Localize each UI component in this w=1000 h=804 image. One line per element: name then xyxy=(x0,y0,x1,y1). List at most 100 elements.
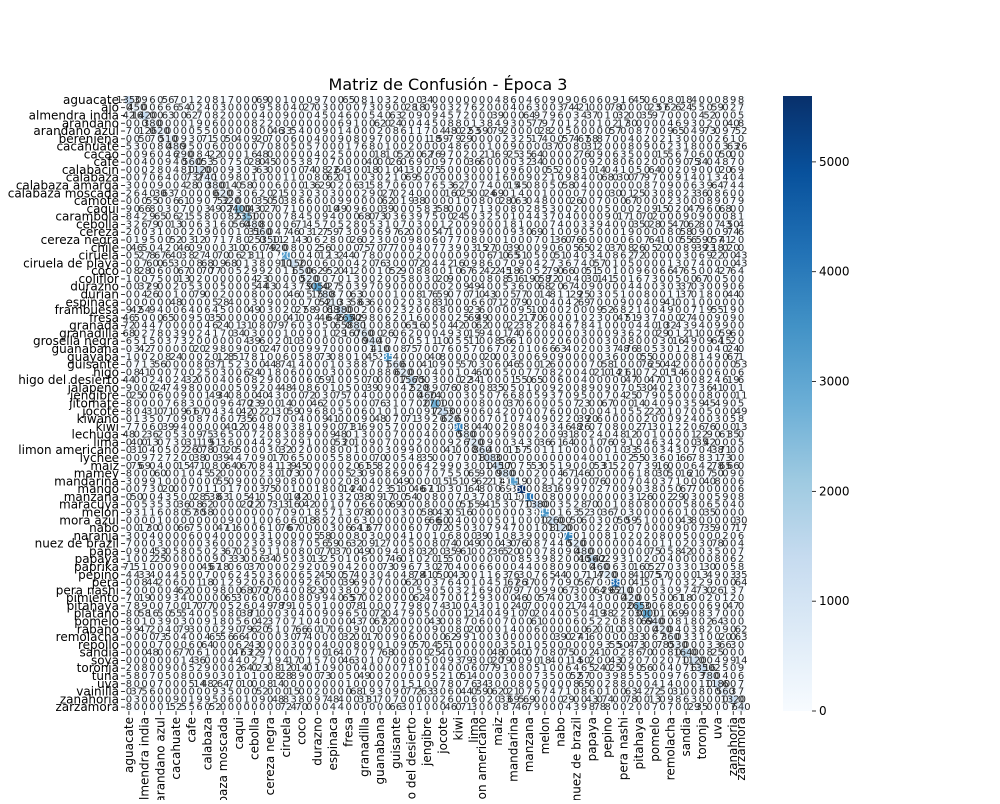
heatmap-cell xyxy=(690,119,699,128)
heatmap-cell xyxy=(690,96,699,105)
heatmap-cell xyxy=(227,142,236,151)
heatmap-cell xyxy=(203,103,212,112)
heatmap-cell xyxy=(509,103,518,112)
heatmap-cell xyxy=(588,119,597,128)
heatmap-cell xyxy=(690,103,699,112)
heatmap-cell xyxy=(548,127,557,136)
heatmap-cell xyxy=(454,134,463,143)
heatmap-cell xyxy=(588,103,597,112)
heatmap-cell xyxy=(399,96,408,105)
heatmap-cell xyxy=(360,142,369,151)
heatmap-cell xyxy=(729,111,738,120)
heatmap-cell xyxy=(635,127,644,136)
heatmap-cell xyxy=(336,119,346,128)
heatmap-cell xyxy=(627,103,636,112)
heatmap-cell xyxy=(548,96,557,105)
heatmap-cell xyxy=(313,142,322,151)
heatmap-cell xyxy=(619,127,628,136)
heatmap-cell xyxy=(556,103,565,112)
heatmap-cell xyxy=(383,111,393,120)
heatmap-cell xyxy=(258,103,267,112)
heatmap-cell xyxy=(431,134,440,143)
heatmap-cell xyxy=(705,111,714,120)
heatmap-cell xyxy=(666,96,675,105)
heatmap-cell xyxy=(603,111,612,120)
heatmap-cell xyxy=(211,96,220,105)
heatmap-cell xyxy=(305,134,314,143)
heatmap-cell xyxy=(172,134,181,143)
heatmap-cell xyxy=(619,134,628,143)
heatmap-cell xyxy=(697,96,707,105)
heatmap-cell xyxy=(564,103,573,112)
heatmap-cell xyxy=(705,127,714,136)
heatmap-cell xyxy=(164,103,173,112)
heatmap-cell xyxy=(179,134,189,143)
heatmap-cell xyxy=(164,111,173,120)
heatmap-cell xyxy=(336,127,346,136)
heatmap-cell xyxy=(172,103,181,112)
heatmap-cell xyxy=(132,96,141,105)
heatmap-cell xyxy=(642,111,652,120)
heatmap-cell xyxy=(234,127,244,136)
heatmap-cell xyxy=(431,111,440,120)
heatmap-cell xyxy=(125,127,134,136)
heatmap-cell xyxy=(564,134,573,143)
heatmap-cell xyxy=(305,119,314,128)
heatmap-cell xyxy=(533,111,542,120)
heatmap-cell xyxy=(329,134,338,143)
heatmap-cell xyxy=(376,111,385,120)
heatmap-cell xyxy=(140,119,149,128)
heatmap-cell xyxy=(603,134,612,143)
heatmap-cell xyxy=(156,142,165,151)
heatmap-cell xyxy=(595,142,605,151)
heatmap-cell xyxy=(478,127,487,136)
heatmap-cell xyxy=(219,96,228,105)
heatmap-cell xyxy=(658,127,667,136)
heatmap-cell xyxy=(446,96,455,105)
heatmap-cell xyxy=(195,127,204,136)
heatmap-cell xyxy=(556,119,565,128)
heatmap-cell xyxy=(525,127,534,136)
heatmap-cell xyxy=(399,119,408,128)
heatmap-cell xyxy=(234,134,244,143)
heatmap-cell xyxy=(713,103,722,112)
heatmap-cell xyxy=(352,127,361,136)
heatmap-cell xyxy=(674,103,683,112)
heatmap-cell xyxy=(462,134,471,143)
heatmap-cell xyxy=(478,103,487,112)
heatmap-cell xyxy=(423,134,432,143)
heatmap-cell xyxy=(274,134,283,143)
heatmap-cell xyxy=(478,142,487,151)
heatmap-cell xyxy=(179,127,189,136)
heatmap-cell xyxy=(250,142,259,151)
heatmap-cell xyxy=(274,142,283,151)
heatmap-cell xyxy=(446,119,455,128)
heatmap-cell xyxy=(486,103,495,112)
heatmap-cell xyxy=(203,119,212,128)
heatmap-cell xyxy=(737,119,746,128)
heatmap-cell xyxy=(431,119,440,128)
heatmap-cell xyxy=(611,96,620,105)
heatmap-cell xyxy=(729,119,738,128)
heatmap-cell xyxy=(125,134,134,143)
heatmap-cell xyxy=(737,134,746,143)
heatmap-cell xyxy=(376,142,385,151)
heatmap-cell xyxy=(219,142,228,151)
heatmap-cell xyxy=(533,134,542,143)
heatmap-cell xyxy=(156,134,165,143)
heatmap-cell xyxy=(156,103,165,112)
heatmap-cell xyxy=(352,103,361,112)
heatmap-cell xyxy=(344,134,353,143)
heatmap-cell xyxy=(540,96,550,105)
heatmap-cell xyxy=(454,119,463,128)
heatmap-cell xyxy=(352,119,361,128)
heatmap-cell xyxy=(470,119,479,128)
heatmap-cell xyxy=(627,134,636,143)
heatmap-cell xyxy=(493,142,503,151)
heatmap-cell xyxy=(399,142,408,151)
heatmap-cell xyxy=(313,103,322,112)
heatmap-cell xyxy=(391,119,400,128)
heatmap-cell xyxy=(650,134,659,143)
heatmap-cell xyxy=(219,134,228,143)
heatmap-cell xyxy=(486,111,495,120)
